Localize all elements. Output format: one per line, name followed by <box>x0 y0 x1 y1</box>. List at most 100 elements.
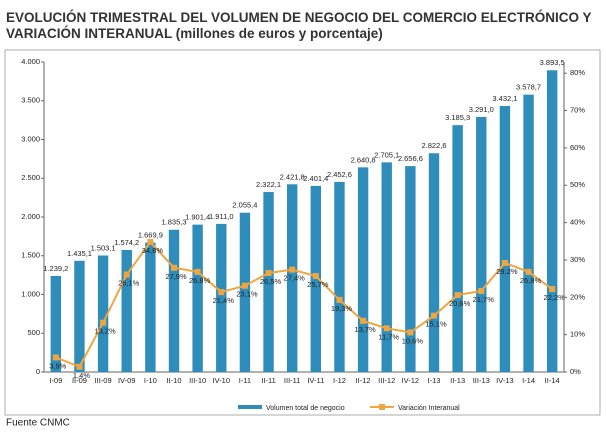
y2-tick-label: 10% <box>570 330 585 339</box>
legend-label: Volumen total de negocio <box>266 405 345 412</box>
bar-value-label: 2.822,6 <box>421 141 446 150</box>
line-marker <box>501 259 508 266</box>
chart-title: VARIACIÓN INTERANUAL (millones de euros … <box>6 26 383 41</box>
bar-value-label: 3.893,5 <box>540 58 565 67</box>
x-tick-label: III-12 <box>378 376 395 385</box>
x-tick-label: III-10 <box>189 376 206 385</box>
y-tick-label: 500 <box>27 328 40 337</box>
x-tick-label: IV-09 <box>118 376 136 385</box>
line-value-label: 27,4% <box>284 274 306 283</box>
line-value-label: 21,4% <box>213 296 235 305</box>
x-tick-label: I-11 <box>239 376 251 385</box>
line-value-label: 13,7% <box>354 325 376 334</box>
x-tick-label: II-13 <box>450 376 465 385</box>
y2-tick-label: 40% <box>570 218 585 227</box>
line-value-label: 34,8% <box>142 246 164 255</box>
y-tick-label: 4.000 <box>21 57 40 66</box>
y2-tick-label: 50% <box>570 180 585 189</box>
bar-value-label: 1.669,9 <box>138 231 163 240</box>
bar-value-label: 2.656,6 <box>398 154 423 163</box>
line-marker <box>241 282 248 289</box>
bar-value-label: 1.911,0 <box>209 212 233 221</box>
bar <box>168 229 180 372</box>
legend-swatch <box>379 404 385 410</box>
bar-value-label: 2.322,1 <box>256 180 281 189</box>
bar <box>145 242 156 372</box>
bar <box>476 116 487 372</box>
line-value-label: 25,7% <box>307 280 329 289</box>
y-tick-label: 2.000 <box>21 212 40 221</box>
bar <box>286 184 298 372</box>
y-tick-label: 1.500 <box>21 251 40 260</box>
bar-value-label: 3.185,3 <box>445 113 470 122</box>
line-marker <box>194 268 201 275</box>
line-value-label: 26,8% <box>520 276 542 285</box>
bar <box>546 70 558 372</box>
y-tick-label: 2.500 <box>21 173 40 182</box>
bar-value-label: 1.574,2 <box>114 238 139 247</box>
y-tick-label: 1.000 <box>21 289 40 298</box>
x-tick-label: I-12 <box>333 376 346 385</box>
bar-value-label: 2.452,6 <box>327 170 352 179</box>
source: Fuente CNMC <box>6 418 70 429</box>
x-tick-label: III-13 <box>473 376 490 385</box>
bar <box>405 166 416 372</box>
x-tick-label: III-09 <box>95 376 112 385</box>
line-marker <box>289 266 296 273</box>
y-tick-label: 3.000 <box>21 134 40 143</box>
bar <box>97 255 109 372</box>
bar <box>192 224 203 372</box>
line-value-label: 21,7% <box>473 295 495 304</box>
bar-value-label: 1.901,4 <box>185 213 210 222</box>
line-value-label: 23,1% <box>236 290 258 299</box>
line-value-label: 10,6% <box>402 336 424 345</box>
bar <box>239 212 251 372</box>
bar-value-label: 3.578,7 <box>516 83 541 92</box>
x-tick-label: II-09 <box>72 376 87 385</box>
line-value-label: 19,3% <box>331 304 353 313</box>
bar <box>428 153 440 372</box>
line <box>55 240 553 369</box>
x-tick-label: II-12 <box>356 376 371 385</box>
bar-value-label: 2.640,8 <box>351 155 376 164</box>
x-tick-label: IV-12 <box>402 376 420 385</box>
line-marker <box>171 264 177 271</box>
line-marker <box>383 325 390 332</box>
bar-value-label: 2.401,4 <box>303 174 328 183</box>
y-tick-label: 3.500 <box>21 96 40 105</box>
y-tick-label: 0 <box>36 367 40 376</box>
x-tick-label: IV-10 <box>213 376 231 385</box>
y2-tick-label: 80% <box>570 68 585 77</box>
line-value-label: 1,4% <box>73 371 90 380</box>
x-tick-label: I-14 <box>522 376 535 385</box>
bar <box>263 192 274 372</box>
bar-value-label: 1.835,3 <box>161 218 186 227</box>
line-marker <box>336 296 343 303</box>
x-tick-label: II-14 <box>545 376 560 385</box>
line-marker <box>312 273 319 280</box>
bar-value-label: 1.435,1 <box>67 249 92 258</box>
bar <box>50 275 62 372</box>
bar-value-label: 3.291,0 <box>469 105 494 114</box>
y2-tick-label: 30% <box>570 255 585 264</box>
bar <box>334 181 345 372</box>
bar <box>216 223 227 372</box>
line-marker <box>431 312 437 319</box>
x-tick-label: I-13 <box>428 376 441 385</box>
line-marker <box>454 292 461 299</box>
bar <box>452 125 463 372</box>
bar-value-label: 1.239,2 <box>43 264 68 273</box>
x-tick-label: IV-11 <box>307 376 324 385</box>
line-value-label: 26,1% <box>118 279 140 288</box>
bar <box>121 249 132 372</box>
bar-value-label: 2.421,8 <box>280 172 305 181</box>
line-value-label: 26,8% <box>189 276 211 285</box>
line-marker <box>407 329 414 336</box>
y2-tick-label: 20% <box>570 292 585 301</box>
bar <box>523 94 534 372</box>
line-value-label: 3,9% <box>49 361 66 370</box>
line-marker <box>549 286 556 293</box>
line-marker <box>100 319 107 326</box>
line-marker <box>265 270 272 277</box>
